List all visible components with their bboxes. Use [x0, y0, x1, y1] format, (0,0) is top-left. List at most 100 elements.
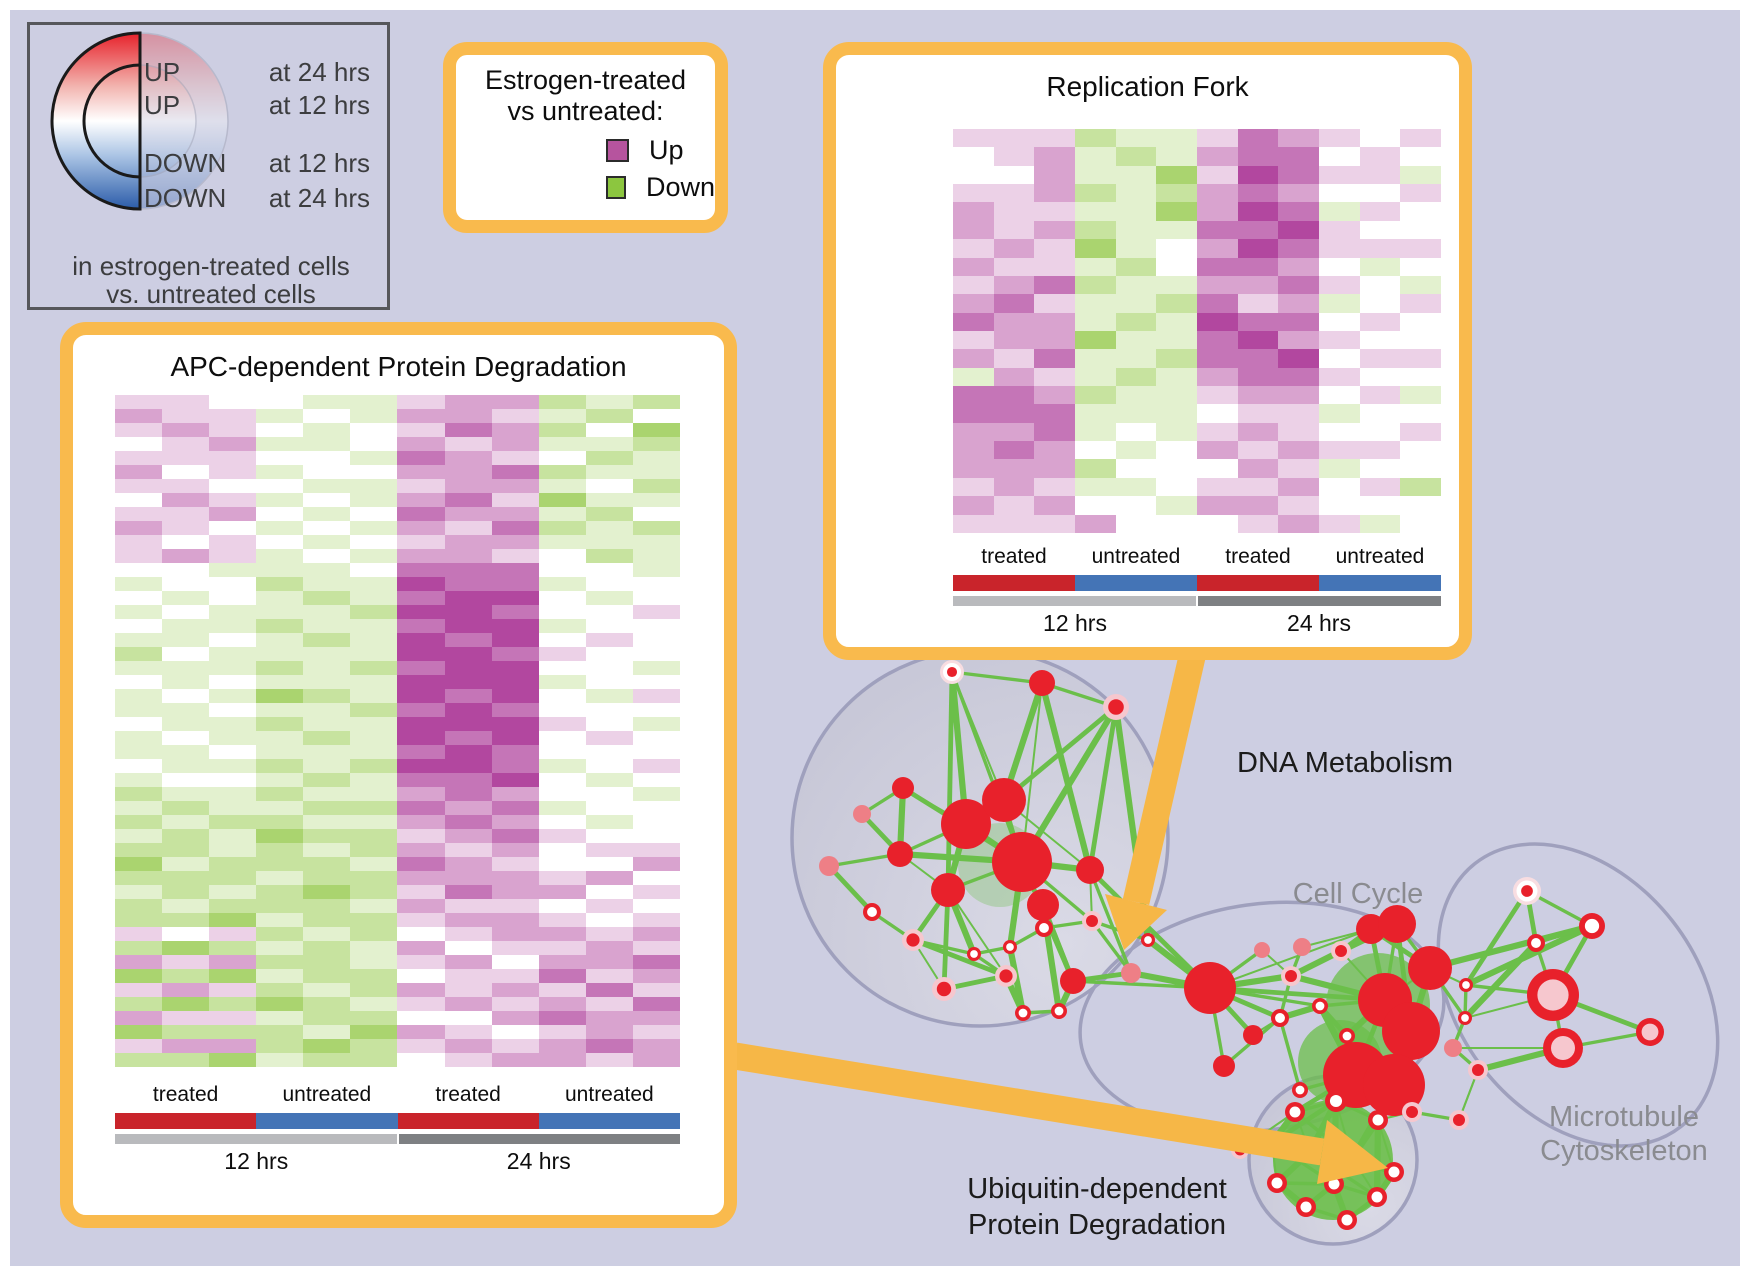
heatmap-cell — [350, 465, 398, 479]
heatmap-cell — [1034, 386, 1076, 405]
heatmap-cell — [585, 745, 633, 759]
heatmap-cell — [1359, 330, 1401, 350]
network-node-red — [1027, 889, 1059, 921]
heatmap-cell — [993, 202, 1035, 221]
heatmap-cell — [350, 1025, 398, 1039]
network-node-ring-center — [1584, 918, 1600, 934]
heatmap-cell — [256, 941, 304, 955]
heatmap-cell — [1156, 367, 1198, 387]
heatmap-cell — [350, 745, 398, 759]
heatmap-cell — [993, 312, 1035, 331]
heatmap-cell — [491, 563, 539, 577]
heatmap-cell — [209, 745, 257, 759]
network-node-pink — [1121, 963, 1141, 983]
heatmap-cell — [115, 465, 163, 479]
heatmap-cell — [538, 717, 586, 731]
condition-label: untreated — [565, 1083, 654, 1106]
heatmap-cell — [585, 885, 633, 899]
heatmap-cell — [115, 437, 163, 451]
heatmap-cell — [993, 147, 1035, 166]
heatmap-cell — [209, 801, 257, 815]
heatmap-cell — [491, 941, 539, 955]
heatmap-cell — [585, 717, 633, 731]
heatmap-cell — [1359, 220, 1401, 240]
heatmap-row — [115, 465, 680, 479]
heatmap-cell — [1237, 257, 1279, 276]
heatmap-cell — [115, 899, 163, 913]
heatmap-cell — [303, 507, 351, 521]
heatmap-cell — [1319, 404, 1360, 423]
heatmap-row — [953, 459, 1442, 478]
heatmap-cell — [538, 913, 586, 927]
heatmap-row — [115, 801, 680, 815]
heatmap-cell — [350, 1039, 398, 1053]
heatmap-cell — [538, 549, 586, 563]
heatmap-cell — [256, 535, 304, 549]
heatmap-cell — [209, 409, 257, 423]
heatmap-row — [953, 129, 1442, 148]
timepoint-bar — [398, 1134, 680, 1144]
network-node-ring-center — [1315, 1001, 1325, 1011]
heatmap-cell — [1034, 184, 1076, 203]
legend-down-24-time: at 24 hrs — [269, 183, 370, 213]
heatmap-cell — [209, 577, 257, 591]
heatmap-cell — [256, 1025, 304, 1039]
heatmap-cell — [1359, 239, 1401, 258]
heatmap-cell — [209, 661, 257, 675]
heatmap-cell — [303, 717, 351, 731]
heatmap-cell — [953, 477, 994, 497]
heatmap-cell — [491, 787, 539, 801]
heatmap-cell — [397, 871, 445, 885]
heatmap-cell — [209, 843, 257, 857]
heatmap-cell — [397, 927, 445, 941]
heatmap-cell — [397, 815, 445, 829]
heatmap-row — [115, 829, 680, 843]
heatmap-cell — [444, 829, 492, 843]
heatmap-cell — [538, 941, 586, 955]
heatmap-cell — [1115, 165, 1157, 185]
heatmap-cell — [1075, 422, 1116, 442]
heatmap-cell — [444, 535, 492, 549]
heatmap-cell — [115, 1053, 163, 1067]
heatmap-cell — [1034, 422, 1076, 442]
heatmap-cell — [303, 1025, 351, 1039]
heatmap-cell — [256, 423, 304, 437]
heatmap-cell — [491, 437, 539, 451]
heatmap-cell — [632, 871, 680, 885]
heatmap-cell — [115, 633, 163, 647]
heatmap-cell — [491, 535, 539, 549]
heatmap-cell — [256, 983, 304, 997]
heatmap-cell — [397, 759, 445, 773]
heatmap-cell — [538, 1053, 586, 1067]
heatmap-row — [115, 745, 680, 759]
heatmap-cell — [303, 591, 351, 605]
heatmap-cell — [397, 787, 445, 801]
heatmap-cell — [1359, 367, 1401, 387]
heatmap-cell — [538, 423, 586, 437]
heatmap-cell — [585, 787, 633, 801]
heatmap-cell — [162, 815, 210, 829]
network-edge — [1462, 940, 1539, 1021]
heatmap-cell — [1319, 275, 1360, 295]
heatmap-cell — [538, 857, 586, 871]
heatmap-row — [115, 983, 680, 997]
heatmap-cell — [444, 899, 492, 913]
heatmap-cell — [162, 395, 210, 409]
heatmap-cell — [444, 675, 492, 689]
heatmap-cell — [1359, 422, 1401, 442]
network-node-ring-center — [1521, 885, 1533, 897]
heatmap-cell — [303, 633, 351, 647]
heatmap-cell — [256, 675, 304, 689]
heatmap-row — [115, 759, 680, 773]
heatmap-cell — [585, 577, 633, 591]
heatmap-cell — [585, 633, 633, 647]
network-node-pink — [1293, 938, 1311, 956]
heatmap-cell — [256, 759, 304, 773]
heatmap-cell — [115, 689, 163, 703]
heatmap-cell — [632, 535, 680, 549]
heatmap-row — [115, 479, 680, 493]
heatmap-cell — [993, 404, 1035, 423]
heatmap-cell — [256, 703, 304, 717]
heatmap-cell — [350, 899, 398, 913]
heatmap-row — [115, 1039, 680, 1053]
